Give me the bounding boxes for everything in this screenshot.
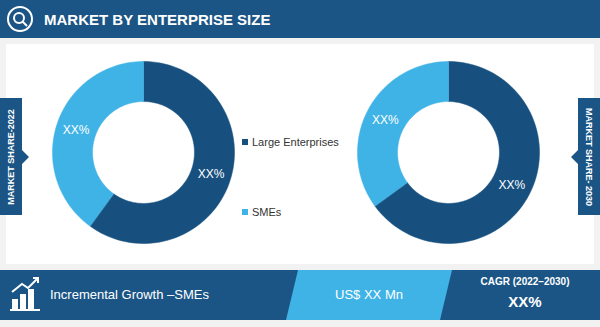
svg-text:XX%: XX% (198, 167, 225, 181)
html-text:MARKET SHARE- 2030: MARKET SHARE- 2030 (584, 108, 594, 206)
html-text:SMEs: SMEs (252, 206, 282, 218)
html-text:XX%: XX% (508, 293, 542, 310)
svg-text:XX%: XX% (63, 123, 90, 137)
svg-text:XX%: XX% (372, 113, 399, 127)
html-text:MARKET SHARE-2022: MARKET SHARE-2022 (6, 109, 16, 205)
svg-text:XX%: XX% (498, 178, 525, 192)
html-text:US$ XX Mn: US$ XX Mn (335, 287, 403, 302)
html-text:MARKET BY ENTERPRISE SIZE: MARKET BY ENTERPRISE SIZE (44, 11, 271, 28)
html-text:CAGR (2022–2030): CAGR (2022–2030) (480, 276, 570, 287)
html-text:Incremental Growth –SMEs: Incremental Growth –SMEs (50, 287, 209, 302)
html-text:Large Enterprises: Large Enterprises (252, 136, 339, 148)
